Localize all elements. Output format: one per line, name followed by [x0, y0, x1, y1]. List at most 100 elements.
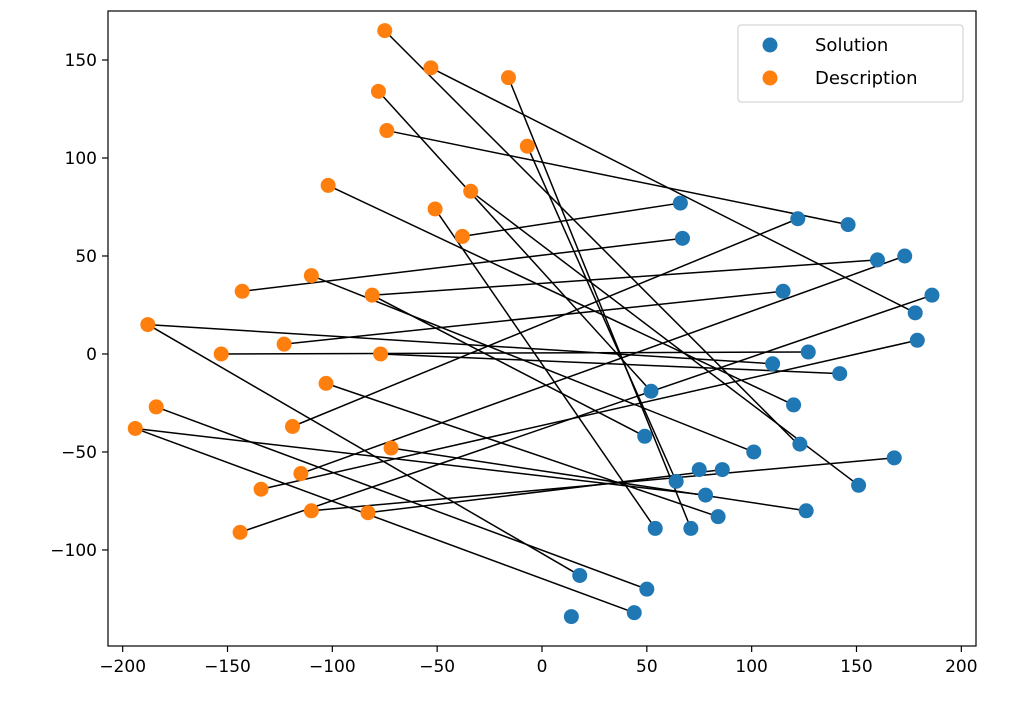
solution-point: [924, 287, 940, 303]
solution-point: [572, 567, 588, 583]
x-tick-label: 50: [636, 657, 658, 677]
y-tick-label: −50: [61, 443, 97, 463]
solution-point: [683, 520, 699, 536]
description-point: [293, 466, 309, 482]
y-tick-label: 100: [65, 149, 97, 169]
solution-point: [714, 462, 730, 478]
solution-point: [798, 503, 814, 519]
legend-label-solution: Solution: [815, 35, 888, 56]
solution-point: [907, 305, 923, 321]
connection-line: [155, 406, 648, 590]
description-point: [318, 375, 334, 391]
connection-line: [242, 237, 683, 293]
connection-line: [284, 290, 784, 345]
connection-line: [462, 202, 681, 238]
connection-line: [430, 67, 916, 314]
connection-line: [292, 218, 799, 428]
solution-point: [637, 428, 653, 444]
description-point: [379, 123, 395, 139]
x-tick-label: −50: [419, 657, 455, 677]
description-point: [303, 503, 319, 519]
connection-line: [367, 468, 723, 514]
legend-box: [737, 24, 964, 103]
connection-line: [325, 382, 719, 518]
y-axis: −100 −50 0 50 100 150: [50, 51, 108, 561]
connection-line: [470, 190, 860, 486]
connection-line: [239, 294, 933, 534]
connection-line: [380, 353, 840, 375]
y-tick-label: 0: [86, 345, 97, 365]
description-point: [519, 138, 535, 154]
connection-line: [434, 208, 656, 529]
connection-line: [260, 339, 918, 490]
x-tick-label: −150: [204, 657, 251, 677]
legend-marker-solution: [762, 37, 778, 53]
solution-point: [786, 397, 802, 413]
x-tick-label: 150: [840, 657, 872, 677]
solution-point: [698, 487, 714, 503]
solution-point: [909, 332, 925, 348]
description-point: [234, 283, 250, 299]
solution-point: [886, 450, 902, 466]
description-point: [232, 524, 248, 540]
x-tick-label: −100: [309, 657, 356, 677]
solution-point: [647, 520, 663, 536]
connection-line: [390, 447, 807, 512]
description-point: [276, 336, 292, 352]
legend-marker-description: [762, 70, 778, 86]
solution-point: [832, 366, 848, 382]
description-point: [427, 201, 443, 217]
solution-point: [851, 477, 867, 493]
y-tick-label: 50: [75, 247, 97, 267]
description-point: [360, 505, 376, 521]
solution-point: [775, 283, 791, 299]
solution-point: [710, 509, 726, 525]
solution-point: [639, 581, 655, 597]
connection-line: [377, 90, 652, 392]
x-axis: −200 −150 −100 −50 0 50 100 150 200: [99, 646, 978, 677]
description-point: [285, 418, 301, 434]
solution-point: [800, 344, 816, 360]
solution-point: [563, 609, 579, 625]
connection-line: [507, 77, 692, 529]
solution-point: [790, 211, 806, 227]
legend: Solution Description: [737, 24, 964, 103]
description-point: [127, 420, 143, 436]
solution-point: [897, 248, 913, 264]
description-point: [148, 399, 164, 415]
connection-line: [147, 323, 581, 577]
y-tick-label: 150: [65, 51, 97, 71]
description-point: [423, 60, 439, 76]
connection-line: [300, 255, 905, 475]
data-points: [127, 23, 940, 625]
description-point: [364, 287, 380, 303]
description-point: [383, 440, 399, 456]
solution-point: [746, 444, 762, 460]
solution-point: [674, 230, 690, 246]
connection-line: [311, 274, 755, 453]
connection-line: [221, 351, 809, 355]
y-tick-label: −100: [50, 541, 97, 561]
solution-point: [626, 605, 642, 621]
x-tick-label: −200: [99, 657, 146, 677]
description-point: [373, 346, 389, 362]
solution-point: [643, 383, 659, 399]
x-tick-label: 0: [537, 657, 548, 677]
solution-point: [691, 462, 707, 478]
description-point: [213, 346, 229, 362]
description-point: [463, 183, 479, 199]
solution-point: [668, 473, 684, 489]
solution-point: [840, 217, 856, 233]
description-point: [303, 268, 319, 284]
solution-point: [765, 356, 781, 372]
connection-line: [386, 129, 849, 226]
description-point: [253, 481, 269, 497]
description-point: [320, 177, 336, 193]
solution-point: [869, 252, 885, 268]
connection-line: [371, 294, 646, 437]
connection-line: [147, 323, 773, 365]
solution-point: [792, 436, 808, 452]
description-point: [370, 83, 386, 99]
